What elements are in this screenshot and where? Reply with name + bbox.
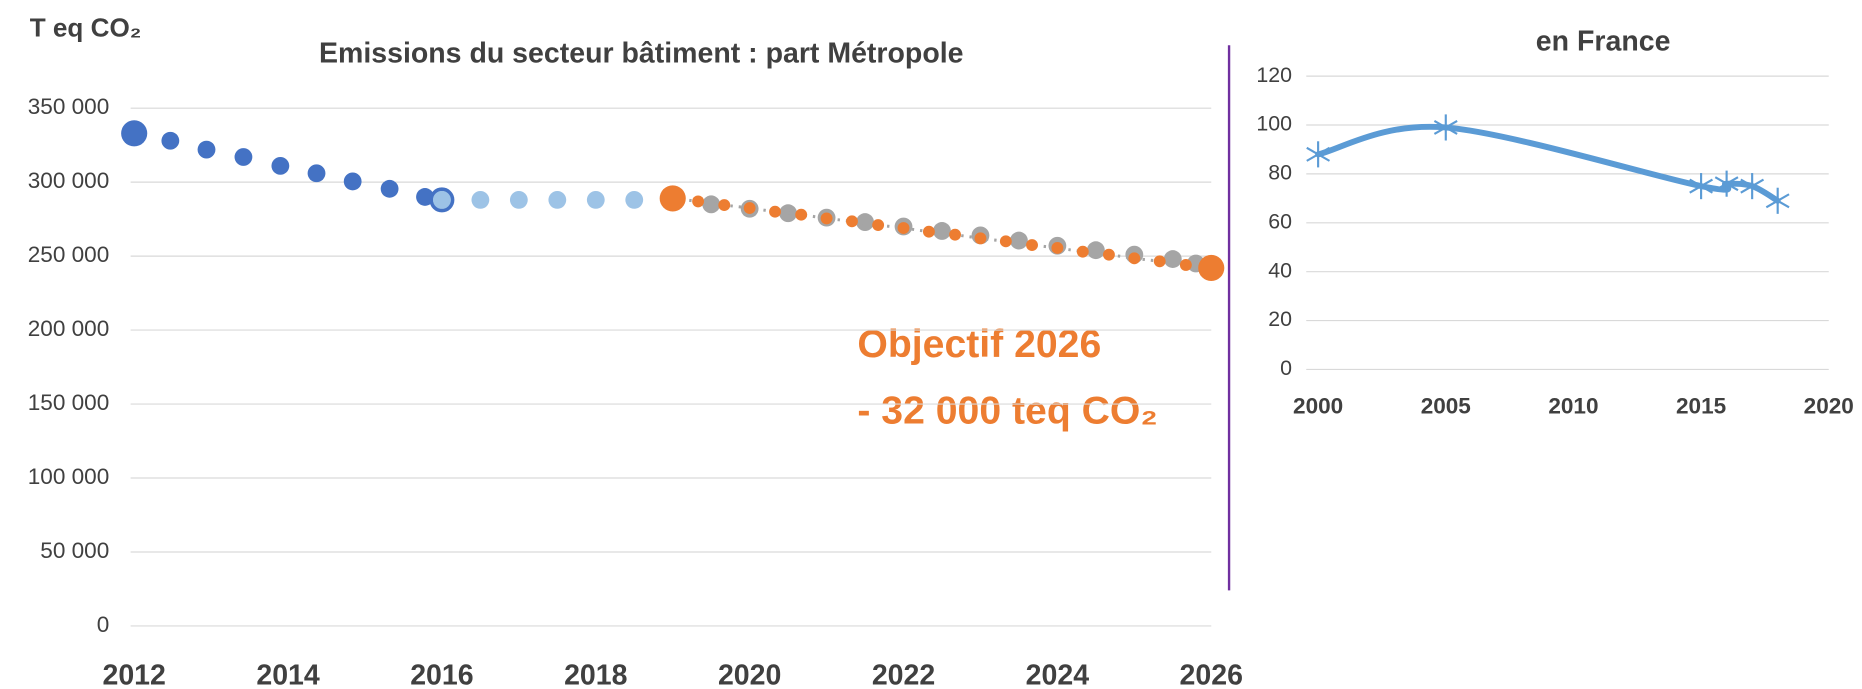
point (933, 222, 951, 240)
point (343, 172, 362, 191)
marker-stroke (1765, 193, 1790, 209)
y-axis-label: T eq CO₂ (30, 13, 142, 43)
point (872, 219, 885, 231)
marker (1714, 170, 1739, 197)
point (586, 190, 605, 209)
point (795, 208, 808, 221)
point (702, 195, 721, 214)
point (1198, 254, 1225, 282)
y-tick-label: 100 000 (28, 464, 110, 489)
point (433, 190, 451, 209)
point (779, 204, 798, 223)
y-tick-label: 0 (97, 612, 110, 637)
chart-title: en France (1536, 25, 1671, 57)
x-tick-label: 2012 (102, 660, 165, 689)
x-tick-label: 2015 (1676, 393, 1726, 418)
marker (1765, 187, 1790, 214)
point (974, 232, 987, 245)
point (922, 225, 935, 238)
y-tick-label: 120 (1256, 63, 1292, 87)
marker (1306, 141, 1331, 168)
point (380, 179, 399, 198)
point (161, 131, 180, 150)
y-tick-label: 20 (1268, 307, 1292, 331)
chart-title: Emissions du secteur bâtiment : part Mét… (319, 37, 964, 69)
marker (1689, 173, 1713, 200)
marker (1740, 173, 1765, 200)
annotation: - 32 000 teq CO₂ (857, 390, 1157, 433)
point (743, 202, 756, 214)
y-tick-label: 150 000 (28, 390, 110, 415)
point (820, 212, 833, 225)
point (234, 148, 253, 166)
x-tick-label: 2016 (410, 660, 473, 689)
marker-stroke (1689, 178, 1713, 194)
x-tick-label: 2000 (1293, 393, 1343, 418)
point (416, 188, 434, 206)
x-tick-label: 2014 (256, 660, 320, 689)
point (1163, 250, 1182, 268)
point (659, 185, 686, 212)
point (548, 190, 567, 209)
point (625, 190, 644, 209)
point (307, 164, 326, 183)
point (197, 140, 216, 159)
y-tick-label: 250 000 (28, 242, 110, 267)
marker-stroke (1433, 119, 1458, 135)
x-tick-label: 2026 (1180, 660, 1243, 689)
y-tick-label: 80 (1268, 161, 1292, 185)
x-tick-label: 2005 (1421, 393, 1471, 418)
point (949, 228, 962, 241)
point (1128, 252, 1141, 265)
point (509, 190, 528, 209)
point (1086, 241, 1105, 260)
y-tick-label: 50 000 (40, 538, 109, 563)
x-tick-label: 2010 (1548, 393, 1598, 418)
point (1179, 259, 1192, 271)
point (1102, 248, 1115, 261)
point (856, 213, 874, 231)
y-tick-label: 200 000 (28, 316, 110, 341)
point (692, 195, 705, 208)
point (718, 199, 731, 212)
y-tick-label: 300 000 (28, 168, 110, 193)
point (121, 120, 148, 147)
x-tick-label: 2020 (1804, 393, 1854, 418)
x-tick-label: 2024 (1026, 660, 1090, 689)
point (846, 215, 858, 228)
point (1076, 245, 1089, 258)
y-tick-label: 350 000 (28, 94, 110, 119)
point (999, 235, 1012, 248)
point (271, 156, 290, 175)
marker-stroke (1306, 146, 1331, 162)
point (1026, 239, 1038, 251)
point (471, 190, 490, 209)
y-tick-label: 40 (1268, 258, 1292, 282)
x-tick-label: 2018 (564, 660, 627, 689)
marker-stroke (1714, 176, 1739, 192)
x-tick-label: 2022 (872, 660, 935, 689)
point (1010, 231, 1028, 250)
point (897, 222, 910, 234)
marker (1433, 114, 1458, 141)
y-tick-label: 0 (1280, 356, 1292, 380)
x-tick-label: 2020 (718, 660, 781, 689)
point (769, 205, 781, 218)
point (1153, 255, 1166, 268)
point (1051, 242, 1064, 254)
marker-stroke (1740, 178, 1765, 194)
y-tick-label: 100 (1256, 112, 1292, 136)
y-tick-label: 60 (1268, 209, 1292, 233)
